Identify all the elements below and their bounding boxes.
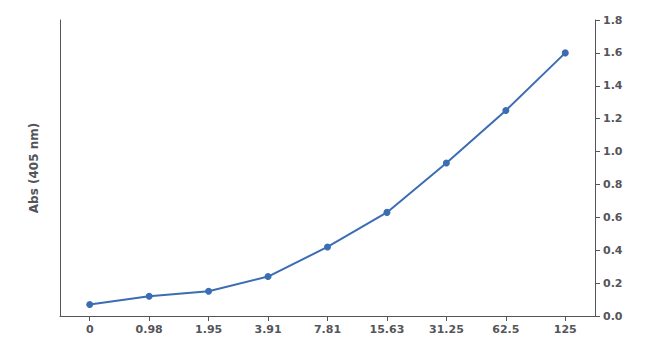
svg-text:0.8: 0.8 (603, 178, 623, 191)
svg-text:0.98: 0.98 (136, 323, 163, 336)
svg-text:3.91: 3.91 (254, 323, 281, 336)
svg-text:1.4: 1.4 (603, 79, 623, 92)
svg-text:Abs (405 nm): Abs (405 nm) (27, 123, 41, 213)
svg-text:0.6: 0.6 (603, 211, 623, 224)
svg-text:1.6: 1.6 (603, 46, 623, 59)
svg-text:1.8: 1.8 (603, 14, 623, 27)
svg-text:31.25: 31.25 (429, 323, 464, 336)
svg-text:15.63: 15.63 (370, 323, 405, 336)
svg-text:1.95: 1.95 (195, 323, 222, 336)
svg-text:62.5: 62.5 (492, 323, 519, 336)
svg-text:1.0: 1.0 (603, 145, 623, 158)
svg-text:0.4: 0.4 (603, 244, 623, 257)
svg-text:7.81: 7.81 (314, 323, 341, 336)
svg-text:125: 125 (554, 323, 577, 336)
svg-text:1.2: 1.2 (603, 112, 623, 125)
svg-text:0.2: 0.2 (603, 277, 623, 290)
svg-text:0.0: 0.0 (603, 310, 623, 323)
svg-text:0: 0 (86, 323, 94, 336)
